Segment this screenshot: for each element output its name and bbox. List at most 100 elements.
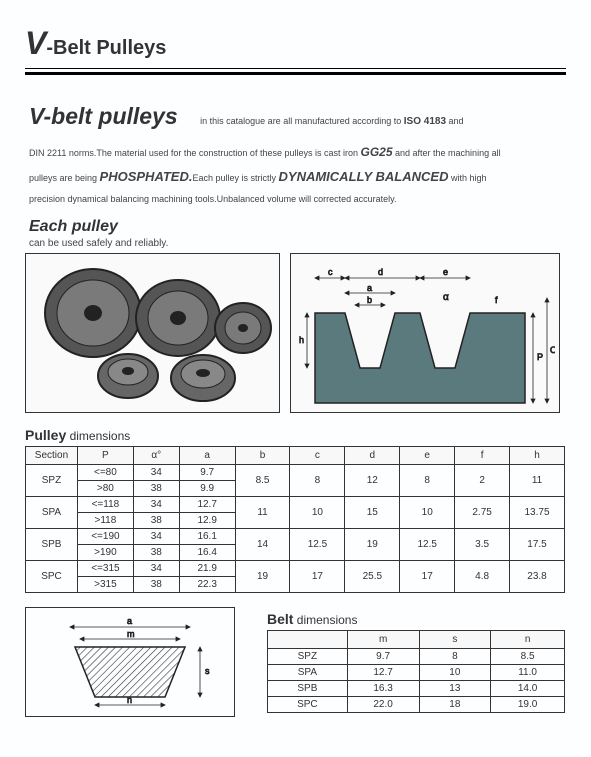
table-row: SPC22.01819.0 <box>268 697 565 713</box>
cell: 8.5 <box>235 465 290 497</box>
cell: 9.9 <box>179 481 235 497</box>
cell: 8.5 <box>491 649 565 665</box>
para-l3c: with high <box>448 173 486 183</box>
belt-diagram-svg: a m n s <box>30 612 230 712</box>
lbl-d: d <box>378 267 383 277</box>
groove-diagram-svg: c d e a b α f h P O <box>295 258 555 408</box>
cell-section: SPA <box>26 497 78 529</box>
cell: <=315 <box>77 561 133 577</box>
pulley-th: a <box>179 447 235 465</box>
intro-block: V-belt pulleys in this catalogue are all… <box>25 103 566 249</box>
rule-thick <box>25 72 566 75</box>
cell-section: SPB <box>26 529 78 561</box>
cell: 18 <box>419 697 491 713</box>
cell: 8 <box>419 649 491 665</box>
intro-tail-2: and <box>446 116 464 126</box>
cell: SPA <box>268 665 348 681</box>
cell: 16.4 <box>179 545 235 561</box>
cell: 12.9 <box>179 513 235 529</box>
lbl-P: P <box>537 352 543 362</box>
cell: 2 <box>455 465 510 497</box>
cell: 9.7 <box>347 649 419 665</box>
blbl-s: s <box>205 666 210 676</box>
cell: 12.7 <box>347 665 419 681</box>
cell: 10 <box>400 497 455 529</box>
cell: 9.7 <box>179 465 235 481</box>
cell: <=118 <box>77 497 133 513</box>
cell: 10 <box>419 665 491 681</box>
table-row: SPA<=1183412.7111015102.7513.75 <box>26 497 565 513</box>
cell: 13 <box>419 681 491 697</box>
pulley-th: c <box>290 447 345 465</box>
cell: 38 <box>133 481 179 497</box>
cell: 34 <box>133 465 179 481</box>
blbl-a: a <box>127 616 132 626</box>
rule-thin <box>25 68 566 69</box>
cell: 11 <box>510 465 565 497</box>
pulley-table: SectionPα°abcdefh SPZ<=80349.78.58128211… <box>25 446 565 593</box>
cell: >80 <box>77 481 133 497</box>
pulley-photo <box>25 253 280 413</box>
para-l3b: Each pulley is strictly <box>192 173 278 183</box>
cell: 38 <box>133 513 179 529</box>
para-l2a: DIN 2211 norms.The material used for the… <box>29 148 361 158</box>
cell: 16.1 <box>179 529 235 545</box>
cell-section: SPZ <box>26 465 78 497</box>
lbl-a: a <box>367 283 372 293</box>
cell: 38 <box>133 577 179 593</box>
title-v: V <box>25 25 46 61</box>
belt-th: s <box>419 631 491 649</box>
cell: 4.8 <box>455 561 510 593</box>
pulley-th: α° <box>133 447 179 465</box>
intro-title: V-belt pulleys <box>29 103 178 129</box>
cell: 22.3 <box>179 577 235 593</box>
cell: 3.5 <box>455 529 510 561</box>
belt-table-head: msn <box>268 631 565 649</box>
cell: 8 <box>400 465 455 497</box>
cell: 21.9 <box>179 561 235 577</box>
lbl-f: f <box>495 295 498 305</box>
para-dynbal: DYNAMICALLY BALANCED <box>279 169 449 184</box>
table-row: SPC<=3153421.9191725.5174.823.8 <box>26 561 565 577</box>
blbl-m: m <box>127 629 135 639</box>
each-pulley-title: Each pulley <box>29 218 562 236</box>
cell: SPB <box>268 681 348 697</box>
cell: 14 <box>235 529 290 561</box>
belt-dims-heading: Belt dimensions <box>267 611 566 627</box>
pulley-th: d <box>345 447 400 465</box>
cell-section: SPC <box>26 561 78 593</box>
cell: 12.7 <box>179 497 235 513</box>
pulley-th: e <box>400 447 455 465</box>
cell: 8 <box>290 465 345 497</box>
page-title: V-Belt Pulleys <box>25 25 566 62</box>
cell: 11.0 <box>491 665 565 681</box>
bottom-row: a m n s Belt dimensions msn SPZ9.788.5SP… <box>25 607 566 717</box>
pulley-dims-heading: Pulley dimensions <box>25 427 566 443</box>
pulley-th: P <box>77 447 133 465</box>
pulley-photo-svg <box>33 258 273 408</box>
intro-tail: in this catalogue are all manufactured a… <box>200 116 463 126</box>
cell: 17 <box>400 561 455 593</box>
table-row: SPZ9.788.5 <box>268 649 565 665</box>
cell: >190 <box>77 545 133 561</box>
cell: 14.0 <box>491 681 565 697</box>
cell: 25.5 <box>345 561 400 593</box>
cell: 34 <box>133 529 179 545</box>
para-l2b: and after the machining all <box>393 148 501 158</box>
cell: 19 <box>345 529 400 561</box>
belt-dims-rest: dimensions <box>293 613 357 627</box>
cell: <=190 <box>77 529 133 545</box>
lbl-O: O <box>550 345 555 355</box>
cell: 23.8 <box>510 561 565 593</box>
blbl-n: n <box>127 695 132 705</box>
intro-tail-1: in this catalogue are all manufactured a… <box>200 116 404 126</box>
title-rest: -Belt Pulleys <box>46 37 166 59</box>
images-row: c d e a b α f h P O <box>25 253 566 413</box>
lbl-e: e <box>443 267 448 277</box>
pulley-th: b <box>235 447 290 465</box>
cell: 15 <box>345 497 400 529</box>
cell: >118 <box>77 513 133 529</box>
cell: SPC <box>268 697 348 713</box>
cell: 38 <box>133 545 179 561</box>
cell: 13.75 <box>510 497 565 529</box>
